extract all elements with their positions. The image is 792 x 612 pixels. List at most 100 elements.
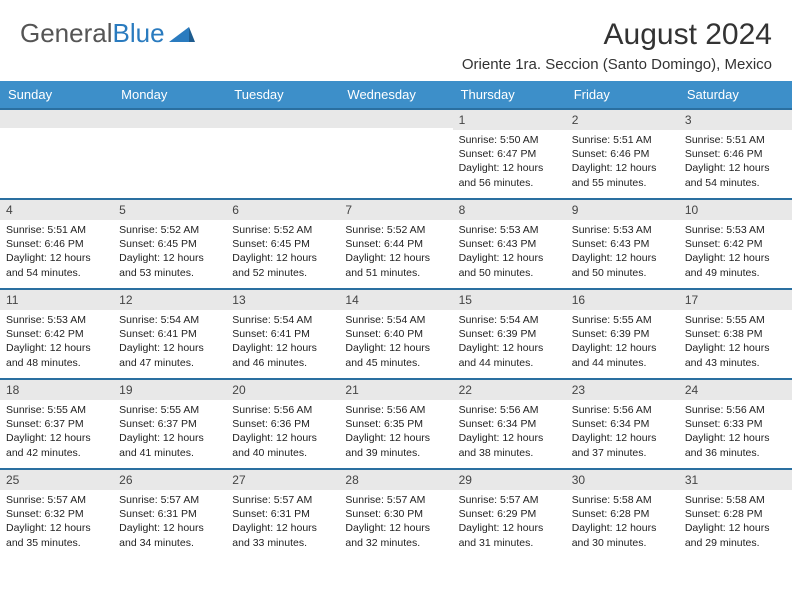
daylight-text: Daylight: 12 hours and 44 minutes. xyxy=(459,341,560,369)
day-cell: 25Sunrise: 5:57 AMSunset: 6:32 PMDayligh… xyxy=(0,470,113,558)
day-cell: 18Sunrise: 5:55 AMSunset: 6:37 PMDayligh… xyxy=(0,380,113,468)
day-header-wednesday: Wednesday xyxy=(339,81,452,108)
sunset-text: Sunset: 6:41 PM xyxy=(119,327,220,341)
day-content: Sunrise: 5:55 AMSunset: 6:39 PMDaylight:… xyxy=(566,310,679,376)
day-cell: 29Sunrise: 5:57 AMSunset: 6:29 PMDayligh… xyxy=(453,470,566,558)
day-cell: 2Sunrise: 5:51 AMSunset: 6:46 PMDaylight… xyxy=(566,110,679,198)
daylight-text: Daylight: 12 hours and 40 minutes. xyxy=(232,431,333,459)
daylight-text: Daylight: 12 hours and 47 minutes. xyxy=(119,341,220,369)
sunrise-text: Sunrise: 5:55 AM xyxy=(6,403,107,417)
logo: GeneralBlue xyxy=(20,18,195,49)
day-content: Sunrise: 5:56 AMSunset: 6:35 PMDaylight:… xyxy=(339,400,452,466)
daylight-text: Daylight: 12 hours and 33 minutes. xyxy=(232,521,333,549)
day-number: 29 xyxy=(453,470,566,490)
sunrise-text: Sunrise: 5:58 AM xyxy=(572,493,673,507)
day-number: 3 xyxy=(679,110,792,130)
day-content: Sunrise: 5:54 AMSunset: 6:41 PMDaylight:… xyxy=(226,310,339,376)
sunrise-text: Sunrise: 5:56 AM xyxy=(345,403,446,417)
sunrise-text: Sunrise: 5:51 AM xyxy=(685,133,786,147)
day-cell: 26Sunrise: 5:57 AMSunset: 6:31 PMDayligh… xyxy=(113,470,226,558)
daylight-text: Daylight: 12 hours and 53 minutes. xyxy=(119,251,220,279)
sunset-text: Sunset: 6:35 PM xyxy=(345,417,446,431)
day-cell: 9Sunrise: 5:53 AMSunset: 6:43 PMDaylight… xyxy=(566,200,679,288)
week-row: 25Sunrise: 5:57 AMSunset: 6:32 PMDayligh… xyxy=(0,468,792,558)
day-cell xyxy=(339,110,452,198)
day-content: Sunrise: 5:54 AMSunset: 6:40 PMDaylight:… xyxy=(339,310,452,376)
sunset-text: Sunset: 6:36 PM xyxy=(232,417,333,431)
day-content xyxy=(113,128,226,137)
day-number: 28 xyxy=(339,470,452,490)
sunrise-text: Sunrise: 5:58 AM xyxy=(685,493,786,507)
sunrise-text: Sunrise: 5:50 AM xyxy=(459,133,560,147)
daylight-text: Daylight: 12 hours and 42 minutes. xyxy=(6,431,107,459)
day-number: 15 xyxy=(453,290,566,310)
day-number: 13 xyxy=(226,290,339,310)
sunrise-text: Sunrise: 5:57 AM xyxy=(232,493,333,507)
day-cell: 5Sunrise: 5:52 AMSunset: 6:45 PMDaylight… xyxy=(113,200,226,288)
day-cell: 19Sunrise: 5:55 AMSunset: 6:37 PMDayligh… xyxy=(113,380,226,468)
day-content: Sunrise: 5:53 AMSunset: 6:43 PMDaylight:… xyxy=(453,220,566,286)
logo-text-2: Blue xyxy=(113,18,165,49)
title-block: August 2024 Oriente 1ra. Seccion (Santo … xyxy=(462,18,772,73)
day-content: Sunrise: 5:53 AMSunset: 6:42 PMDaylight:… xyxy=(0,310,113,376)
sunrise-text: Sunrise: 5:54 AM xyxy=(232,313,333,327)
day-number: 4 xyxy=(0,200,113,220)
day-number: 12 xyxy=(113,290,226,310)
day-number: 11 xyxy=(0,290,113,310)
day-cell: 7Sunrise: 5:52 AMSunset: 6:44 PMDaylight… xyxy=(339,200,452,288)
day-number: 24 xyxy=(679,380,792,400)
sunset-text: Sunset: 6:40 PM xyxy=(345,327,446,341)
day-content: Sunrise: 5:57 AMSunset: 6:29 PMDaylight:… xyxy=(453,490,566,556)
day-content: Sunrise: 5:58 AMSunset: 6:28 PMDaylight:… xyxy=(679,490,792,556)
daylight-text: Daylight: 12 hours and 35 minutes. xyxy=(6,521,107,549)
day-cell: 28Sunrise: 5:57 AMSunset: 6:30 PMDayligh… xyxy=(339,470,452,558)
day-content: Sunrise: 5:55 AMSunset: 6:37 PMDaylight:… xyxy=(0,400,113,466)
day-number: 8 xyxy=(453,200,566,220)
day-content: Sunrise: 5:51 AMSunset: 6:46 PMDaylight:… xyxy=(566,130,679,196)
day-number: 19 xyxy=(113,380,226,400)
sunrise-text: Sunrise: 5:53 AM xyxy=(572,223,673,237)
day-cell: 8Sunrise: 5:53 AMSunset: 6:43 PMDaylight… xyxy=(453,200,566,288)
sunrise-text: Sunrise: 5:56 AM xyxy=(685,403,786,417)
daylight-text: Daylight: 12 hours and 41 minutes. xyxy=(119,431,220,459)
sunrise-text: Sunrise: 5:54 AM xyxy=(345,313,446,327)
sunrise-text: Sunrise: 5:51 AM xyxy=(6,223,107,237)
sunset-text: Sunset: 6:46 PM xyxy=(572,147,673,161)
sunrise-text: Sunrise: 5:55 AM xyxy=(685,313,786,327)
sunrise-text: Sunrise: 5:56 AM xyxy=(572,403,673,417)
day-cell: 13Sunrise: 5:54 AMSunset: 6:41 PMDayligh… xyxy=(226,290,339,378)
sunset-text: Sunset: 6:47 PM xyxy=(459,147,560,161)
day-content: Sunrise: 5:57 AMSunset: 6:32 PMDaylight:… xyxy=(0,490,113,556)
day-number xyxy=(226,110,339,128)
day-header-saturday: Saturday xyxy=(679,81,792,108)
sunset-text: Sunset: 6:46 PM xyxy=(685,147,786,161)
day-number xyxy=(339,110,452,128)
day-cell: 24Sunrise: 5:56 AMSunset: 6:33 PMDayligh… xyxy=(679,380,792,468)
sunset-text: Sunset: 6:44 PM xyxy=(345,237,446,251)
sunset-text: Sunset: 6:31 PM xyxy=(232,507,333,521)
day-content: Sunrise: 5:52 AMSunset: 6:44 PMDaylight:… xyxy=(339,220,452,286)
daylight-text: Daylight: 12 hours and 56 minutes. xyxy=(459,161,560,189)
day-headers-row: SundayMondayTuesdayWednesdayThursdayFrid… xyxy=(0,81,792,108)
sunset-text: Sunset: 6:42 PM xyxy=(6,327,107,341)
sunset-text: Sunset: 6:38 PM xyxy=(685,327,786,341)
calendar: SundayMondayTuesdayWednesdayThursdayFrid… xyxy=(0,81,792,558)
day-cell: 14Sunrise: 5:54 AMSunset: 6:40 PMDayligh… xyxy=(339,290,452,378)
daylight-text: Daylight: 12 hours and 31 minutes. xyxy=(459,521,560,549)
day-cell xyxy=(226,110,339,198)
day-number: 2 xyxy=(566,110,679,130)
day-content: Sunrise: 5:53 AMSunset: 6:42 PMDaylight:… xyxy=(679,220,792,286)
day-header-thursday: Thursday xyxy=(453,81,566,108)
day-cell: 1Sunrise: 5:50 AMSunset: 6:47 PMDaylight… xyxy=(453,110,566,198)
day-number: 5 xyxy=(113,200,226,220)
day-number: 23 xyxy=(566,380,679,400)
day-content: Sunrise: 5:56 AMSunset: 6:34 PMDaylight:… xyxy=(453,400,566,466)
sunrise-text: Sunrise: 5:56 AM xyxy=(232,403,333,417)
day-number: 30 xyxy=(566,470,679,490)
sunset-text: Sunset: 6:33 PM xyxy=(685,417,786,431)
day-cell: 17Sunrise: 5:55 AMSunset: 6:38 PMDayligh… xyxy=(679,290,792,378)
day-content: Sunrise: 5:57 AMSunset: 6:31 PMDaylight:… xyxy=(226,490,339,556)
day-cell: 11Sunrise: 5:53 AMSunset: 6:42 PMDayligh… xyxy=(0,290,113,378)
daylight-text: Daylight: 12 hours and 49 minutes. xyxy=(685,251,786,279)
week-row: 1Sunrise: 5:50 AMSunset: 6:47 PMDaylight… xyxy=(0,108,792,198)
